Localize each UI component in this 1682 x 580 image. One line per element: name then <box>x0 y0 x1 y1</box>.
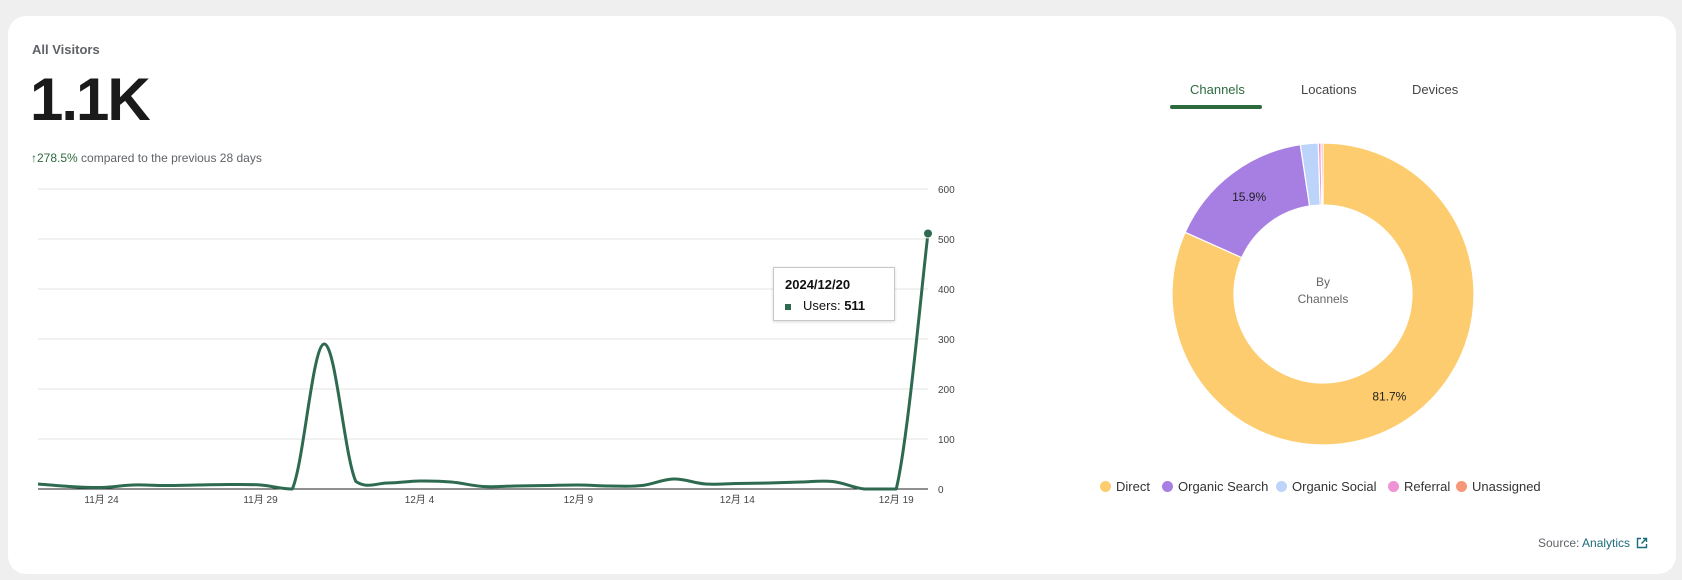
donut-slice-label: 81.7% <box>1372 389 1406 403</box>
chart-tooltip: 2024/12/20 Users: 511 <box>773 267 895 321</box>
legend-dot-icon <box>1388 481 1399 492</box>
legend-label: Organic Social <box>1292 479 1377 494</box>
legend-item[interactable]: Organic Social <box>1276 479 1377 494</box>
arrow-up-icon: ↑ <box>31 151 37 165</box>
legend-item[interactable]: Direct <box>1100 479 1150 494</box>
source-attribution: Source: Analytics <box>1538 536 1648 552</box>
legend-label: Referral <box>1404 479 1451 494</box>
legend-dot-icon <box>1276 481 1287 492</box>
x-tick-label: 12月 14 <box>720 494 755 506</box>
tooltip-label: Users: <box>803 298 841 313</box>
external-link-icon[interactable] <box>1636 537 1648 552</box>
tab-channels[interactable]: Channels <box>1190 82 1245 97</box>
legend-dot-icon <box>1456 481 1467 492</box>
analytics-link[interactable]: Analytics <box>1582 536 1631 550</box>
legend-label: Unassigned <box>1472 479 1541 494</box>
donut-slice-unassigned <box>1320 142 1324 206</box>
active-tab-indicator <box>1170 105 1262 109</box>
y-tick-label: 0 <box>938 485 944 496</box>
y-tick-label: 200 <box>938 385 955 396</box>
x-tick-label: 11月 29 <box>243 494 278 506</box>
tooltip-row: Users: 511 <box>785 298 865 313</box>
donut-slice-label: 15.9% <box>1232 190 1266 204</box>
delta-text: compared to the previous 28 days <box>81 151 262 165</box>
total-visitors-value: 1.1K <box>30 66 151 133</box>
tab-devices[interactable]: Devices <box>1412 82 1459 97</box>
x-tick-label: 12月 19 <box>879 494 914 506</box>
source-label: Source: <box>1538 536 1580 550</box>
highlighted-data-point <box>923 228 933 239</box>
series-swatch-icon <box>785 303 791 310</box>
x-tick-label: 12月 4 <box>405 494 435 506</box>
delta-percent: 278.5% <box>37 151 78 165</box>
card-title: All Visitors <box>32 42 100 57</box>
legend-dot-icon <box>1162 481 1173 492</box>
legend-item[interactable]: Referral <box>1388 479 1450 494</box>
tab-locations[interactable]: Locations <box>1301 82 1357 97</box>
donut-slice-direct <box>1171 142 1475 446</box>
donut-center-label: By <box>1316 275 1330 289</box>
legend-label: Organic Search <box>1178 479 1269 494</box>
legend-label: Direct <box>1116 479 1150 494</box>
tooltip-date: 2024/12/20 <box>785 277 851 292</box>
y-tick-label: 400 <box>938 285 955 296</box>
legend-item[interactable]: Unassigned <box>1456 479 1541 494</box>
y-tick-label: 300 <box>938 335 955 346</box>
delta-summary: ↑278.5% compared to the previous 28 days <box>31 151 262 165</box>
y-tick-label: 100 <box>938 435 955 446</box>
y-tick-label: 500 <box>938 235 955 246</box>
legend-item[interactable]: Organic Search <box>1162 479 1268 494</box>
series-line <box>37 233 930 491</box>
x-tick-label: 11月 24 <box>84 494 119 506</box>
legend-dot-icon <box>1100 481 1111 492</box>
donut-center-label: Channels <box>1298 292 1349 306</box>
x-tick-label: 12月 9 <box>564 494 594 506</box>
tooltip-value: 511 <box>844 298 866 313</box>
y-tick-label: 600 <box>938 185 955 196</box>
